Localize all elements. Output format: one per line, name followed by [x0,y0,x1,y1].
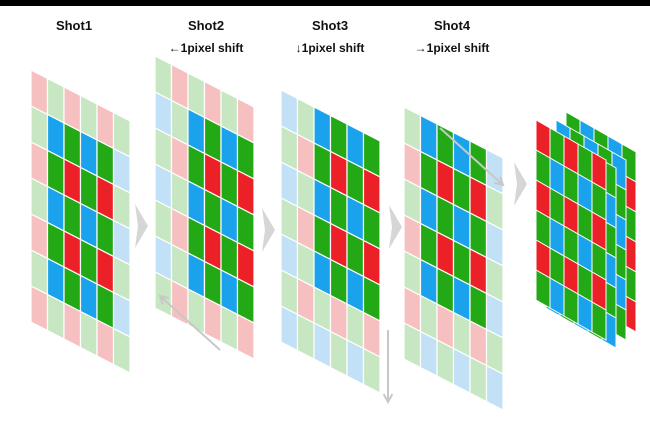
guide-arrow-line [159,295,221,351]
bayer-cell [313,322,332,369]
top-border [0,0,650,6]
guide-arrow-head [158,294,169,305]
bayer-cell [220,305,239,352]
next-arrow-2 [262,208,275,252]
bayer-cell [362,347,381,394]
bayer-cell [296,313,315,360]
shot4-title: Shot4 [433,18,471,33]
guide-arrow-head [494,176,505,187]
bayer-cell [419,330,438,377]
bayer-cell [96,319,115,366]
next-arrow-1 [135,204,148,248]
bayer-cell [187,288,206,335]
bayer-cell [203,296,222,343]
shot2-grid [154,55,255,360]
next-arrow-3 [389,205,402,249]
shot1-title: Shot1 [55,18,93,33]
bayer-cell [485,364,504,411]
shot2-title: Shot2 [187,18,225,33]
bayer-cell [112,327,131,374]
bayer-cell [280,305,299,352]
result-cell [591,301,607,341]
shot1-grid [30,69,131,374]
bayer-cell [452,347,471,394]
bayer-cell [79,310,98,357]
bayer-cell [346,339,365,386]
down-shift-arrow [382,330,394,405]
shot3-grid [280,89,381,394]
bayer-cell [329,330,348,377]
bayer-cell [154,271,173,318]
guide-arrow-head [382,393,394,405]
shot4-shift-label: →1pixel shift [414,41,490,55]
result-layer-1 [535,119,607,341]
shot3-title: Shot3 [311,18,349,33]
bayer-cell [469,356,488,403]
bayer-cell [46,293,65,340]
bayer-cell [236,313,255,360]
next-arrow-4 [514,162,527,206]
shot2-shift-label: ←1pixel shift [168,41,244,55]
right-shift-arrow [439,127,505,187]
bayer-cell [30,285,49,332]
bayer-cell [436,339,455,386]
shot4-grid [403,106,504,411]
bayer-cell [403,322,422,369]
guide-arrow-line [439,127,504,186]
bayer-cell [63,302,82,349]
shot3-shift-label: ↓1pixel shift [295,41,365,55]
left-shift-arrow [158,294,221,351]
